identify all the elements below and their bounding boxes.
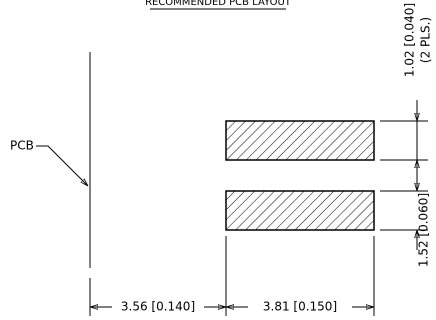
dimension-text: 1.52 [0.060] [417,193,431,267]
dimension-text: 1.02 [0.040] [403,3,417,77]
dimension-text: 3.81 [0.150] [263,300,337,314]
dimension-note: (2 PLS.) [419,17,433,63]
dimension-text: 3.56 [0.140] [121,300,195,314]
pad [225,120,375,161]
pcb-leader [36,145,88,186]
pcb-label: PCB [10,139,34,153]
pad [225,190,375,231]
title: RECOMMENDED PCB LAYOUT [145,0,292,8]
